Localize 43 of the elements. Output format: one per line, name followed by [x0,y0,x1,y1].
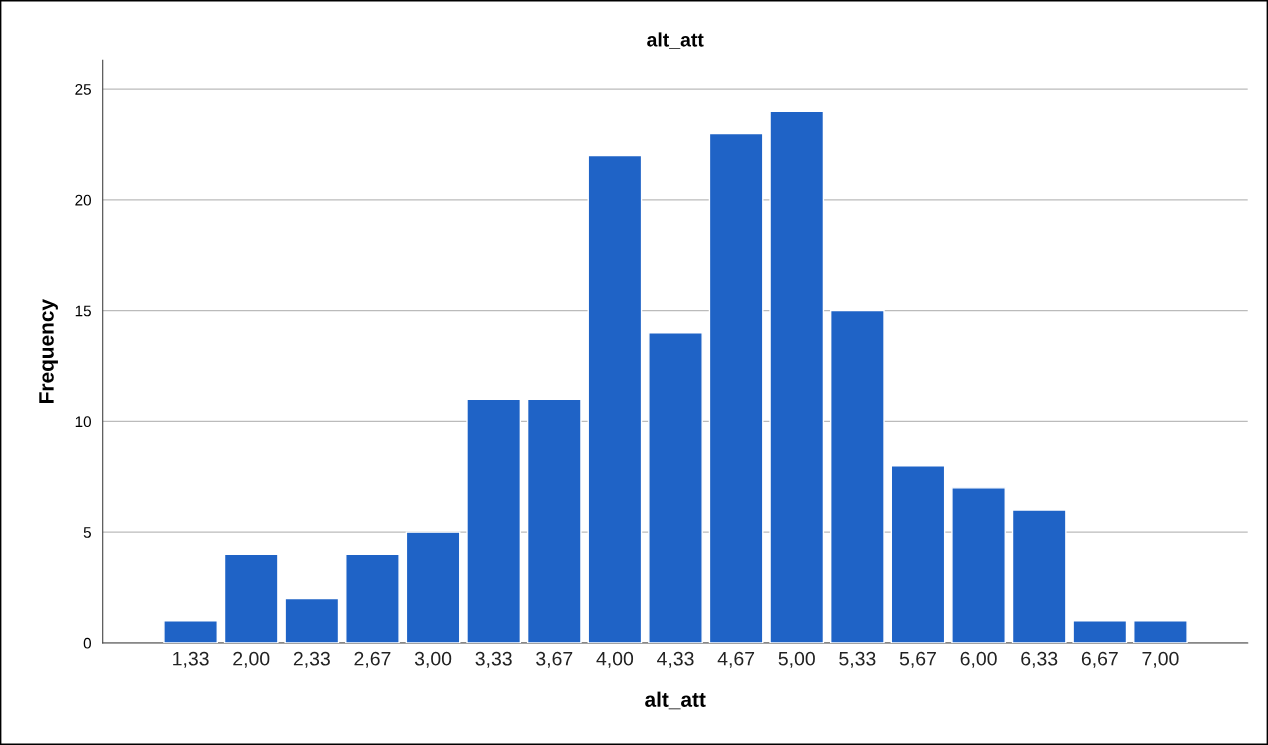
x-tick-label: 6,00 [960,651,997,668]
y-tick-label: 10 [75,416,91,428]
bar [223,553,279,643]
x-tick-label: 1,33 [173,651,209,668]
x-tick-label: 2,33 [293,651,330,668]
x-tick-label: 3,33 [475,651,512,668]
bar [890,465,946,643]
bar [829,309,885,643]
bar [1011,509,1067,643]
bar [526,398,582,643]
x-tick-label: 2,67 [354,651,391,668]
x-tick-label: 5,67 [899,651,936,668]
x-tick-label: 4,00 [596,651,634,668]
y-tick-label: 0 [83,637,91,649]
bar [466,398,522,643]
bar [708,132,764,643]
bar [951,487,1006,643]
y-tick-label: 15 [75,305,91,317]
bar [1133,620,1188,643]
bar [769,110,825,643]
x-tick-label: 4,67 [717,651,755,668]
bar [345,553,400,643]
x-tick-label: 2,00 [233,651,270,668]
x-tick-label: 6,67 [1081,651,1118,668]
x-tick-label: 3,67 [536,651,573,668]
x-tick-label: 7,00 [1142,651,1179,668]
x-tick-label: 5,33 [839,651,876,668]
y-tick-label: 25 [75,84,91,95]
bar [405,531,461,643]
chart-title: alt_att [647,32,704,49]
x-tick-label: 4,33 [657,651,694,668]
bar [163,620,218,643]
y-tick-label: 20 [75,194,91,206]
x-tick-label: 3,00 [414,651,452,668]
bar [648,332,703,643]
x-tick-label: 6,33 [1021,651,1058,668]
bar [284,597,340,643]
bar [1072,620,1128,643]
y-axis-title: Frequency [39,299,58,403]
x-tick-label: 5,00 [778,651,815,668]
bar [587,154,643,643]
x-axis-title: alt_att [645,691,706,710]
y-tick-label: 5 [83,527,91,538]
